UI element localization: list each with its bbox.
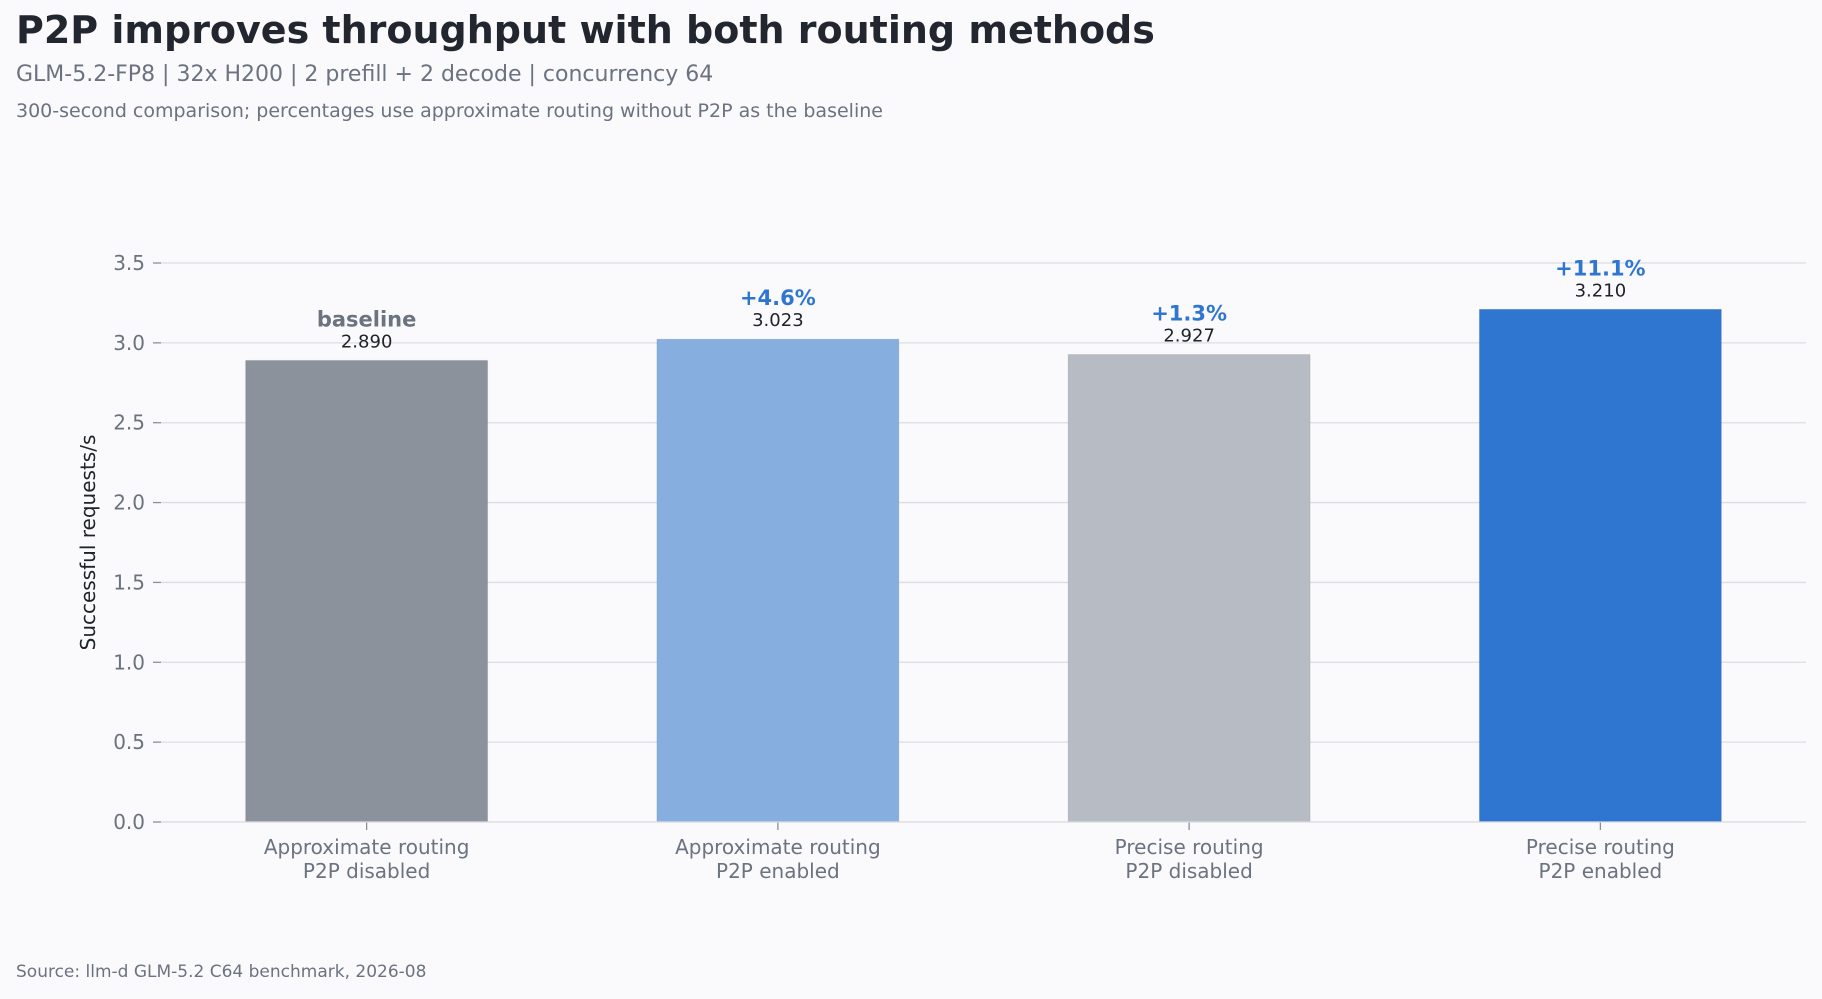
y-tick-label: 1.5 [113, 570, 145, 594]
bars [245, 308, 1722, 823]
chart-title: P2P improves throughput with both routin… [16, 8, 1155, 52]
change-annotation: +1.3% [1151, 302, 1227, 326]
source-note: Source: llm-d GLM-5.2 C64 benchmark, 202… [16, 962, 427, 982]
y-axis-label: Successful requests/s [76, 435, 100, 651]
y-tick-label: 0.0 [113, 810, 145, 834]
x-tick-label: Approximate routing [264, 835, 470, 859]
change-annotation: baseline [317, 307, 417, 331]
data-label: 2.890 [341, 331, 393, 352]
x-tick-label: P2P disabled [1125, 859, 1252, 883]
change-annotation: +11.1% [1555, 256, 1645, 280]
y-tick-label: 2.0 [113, 491, 145, 515]
y-tick-label: 1.0 [113, 650, 145, 674]
data-label: 3.023 [752, 310, 804, 331]
bar [656, 338, 900, 823]
y-tick-label: 3.0 [113, 331, 145, 355]
change-annotation: +4.6% [740, 286, 816, 310]
x-tick-label: Precise routing [1115, 835, 1264, 859]
y-tick-label: 0.5 [113, 730, 145, 754]
y-tick-label: 2.5 [113, 411, 145, 435]
x-tick-label: Precise routing [1526, 835, 1675, 859]
bar [245, 359, 489, 823]
chart-subtitle: GLM-5.2-FP8 | 32x H200 | 2 prefill + 2 d… [16, 62, 714, 87]
axes: 0.0 0.5 1.0 1.5 2.0 2.5 3.0 3.5 Successful reque… [76, 251, 1806, 883]
x-tick-label: P2P enabled [1539, 859, 1663, 883]
bar [1478, 308, 1722, 823]
data-label: 3.210 [1575, 280, 1627, 301]
y-tick-label: 3.5 [113, 251, 145, 275]
bar [1067, 354, 1311, 823]
x-tick-label: P2P enabled [716, 859, 840, 883]
chart-note: 300-second comparison; percentages use a… [16, 100, 883, 122]
x-tick-label: Approximate routing [675, 835, 881, 859]
data-label: 2.927 [1163, 326, 1215, 347]
x-tick-label: P2P disabled [303, 859, 430, 883]
